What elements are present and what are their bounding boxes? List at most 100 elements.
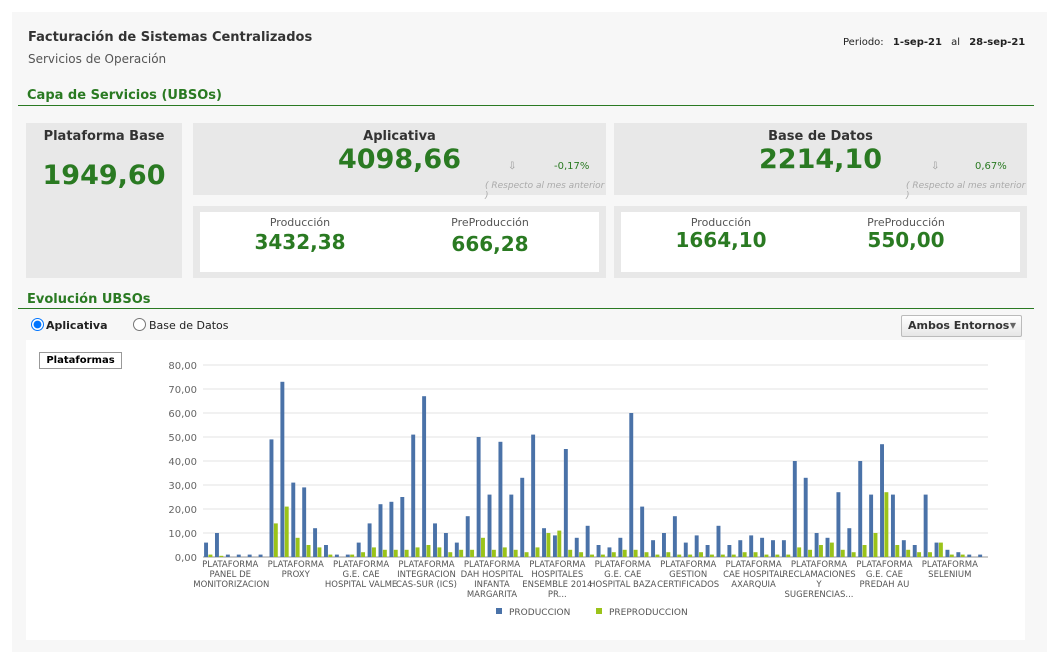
bar	[618, 537, 623, 557]
y-tick-label: 70,00	[168, 385, 197, 396]
bar	[389, 501, 394, 557]
value: 550,00	[867, 228, 945, 252]
y-tick-label: 0,00	[175, 553, 197, 564]
bar	[411, 434, 416, 557]
bar	[535, 547, 540, 557]
bar	[367, 523, 372, 557]
bar	[819, 545, 823, 557]
bar	[825, 537, 830, 557]
kpi-base: Plataforma Base 1949,60	[26, 123, 182, 278]
bar	[699, 552, 704, 557]
kpi-value: 2214,10	[759, 144, 882, 175]
bar	[938, 542, 943, 557]
bar	[284, 506, 289, 557]
bar	[378, 504, 383, 557]
bar	[382, 549, 387, 557]
bar	[814, 533, 819, 557]
bar	[709, 554, 714, 557]
bar	[960, 554, 965, 557]
subtitle: Servicios de Operación	[28, 52, 167, 66]
x-tick-label: PLATAFORMA CAE HOSPITAL AXARQUIA	[723, 560, 785, 590]
bar	[491, 549, 496, 557]
bar	[600, 554, 605, 557]
radio-label: Aplicativa	[46, 319, 108, 332]
bar	[705, 545, 710, 557]
bar	[448, 552, 453, 557]
section-title: Capa de Servicios (UBSOs)	[18, 88, 1034, 106]
bar	[677, 554, 682, 557]
bar	[361, 552, 366, 557]
bar	[683, 542, 688, 557]
bar	[404, 549, 409, 557]
period-label: Periodo:	[843, 37, 884, 48]
bar	[295, 537, 300, 557]
bar	[306, 545, 311, 557]
y-tick-label: 50,00	[168, 433, 197, 444]
title: Facturación de Sistemas Centralizados	[28, 30, 313, 45]
radio-datos[interactable]: Base de Datos	[133, 318, 229, 332]
radio-input[interactable]	[31, 318, 44, 331]
chart: 0,00 10,00 20,00 30,00 40,00 50,00 60,00 70,00 8…	[168, 361, 988, 618]
bar	[590, 554, 594, 557]
bar	[247, 554, 252, 557]
bar	[764, 554, 769, 557]
radio-label: Base de Datos	[149, 319, 229, 332]
label: PreProducción	[451, 216, 529, 229]
bar	[797, 547, 802, 557]
bar	[454, 542, 459, 557]
bar	[502, 547, 507, 557]
label: Producción	[690, 216, 752, 229]
radio-aplicativa[interactable]: Aplicativa	[31, 318, 108, 332]
period-end: 28-sep-21	[969, 37, 1026, 48]
bar	[481, 537, 485, 557]
bar	[302, 487, 307, 557]
dropdown-label: Ambos Entornos	[908, 319, 1010, 332]
legend-label: PRODUCCION	[509, 608, 570, 618]
dropdown[interactable]: Ambos Entornos ▼	[901, 315, 1022, 337]
y-tick-label: 30,00	[168, 481, 197, 492]
kpi-title: Aplicativa	[363, 129, 436, 144]
bar	[443, 533, 448, 557]
bar	[433, 523, 437, 557]
bar	[324, 545, 328, 557]
x-tick-label: PLATAFORMA PANEL DE MONITORIZACION	[193, 560, 270, 590]
note: ( Respecto al mes anterior )	[485, 181, 605, 201]
legend-label: PREPRODUCCION	[609, 608, 688, 618]
bar	[552, 535, 557, 557]
bar	[836, 492, 841, 557]
bar	[912, 545, 917, 557]
bar	[400, 497, 405, 557]
x-tick-label: PLATAFORMA HOSPITALES ENSEMBLE 2014 PR..…	[522, 560, 593, 600]
bar	[731, 554, 736, 557]
bar	[727, 545, 732, 557]
bar	[476, 437, 481, 557]
x-tick-label: PLATAFORMA GESTION CERTIFICADOS	[657, 560, 720, 590]
kpi-value: 1949,60	[42, 160, 166, 191]
bar	[596, 545, 601, 557]
x-tick-label: PLATAFORMA INTEGRACION CAS-SUR (ICS)	[396, 560, 457, 590]
radio-input[interactable]	[133, 318, 146, 331]
x-tick-label: PLATAFORMA SELENIUM	[921, 560, 978, 580]
kpi-value: 4098,66	[338, 144, 461, 175]
button-plataformas[interactable]: Plataformas	[39, 352, 122, 369]
bar	[542, 528, 547, 557]
bar	[334, 554, 339, 557]
bar	[651, 540, 656, 557]
value: 3432,38	[254, 230, 346, 254]
bar	[607, 547, 612, 557]
bar	[280, 381, 285, 557]
bar	[204, 542, 209, 557]
bar	[557, 530, 562, 557]
bar	[644, 552, 649, 557]
x-tick-label: PLATAFORMA G.E. CAE HOSPITAL BAZA	[589, 560, 657, 590]
bar	[509, 494, 514, 557]
bar	[313, 528, 318, 557]
y-tick-label: 40,00	[168, 457, 197, 468]
bar	[317, 547, 322, 557]
bar	[629, 413, 634, 557]
bar	[568, 549, 573, 557]
change: 0,67%	[975, 161, 1007, 172]
bar	[487, 494, 492, 557]
bar	[781, 540, 786, 557]
bar	[880, 444, 884, 557]
